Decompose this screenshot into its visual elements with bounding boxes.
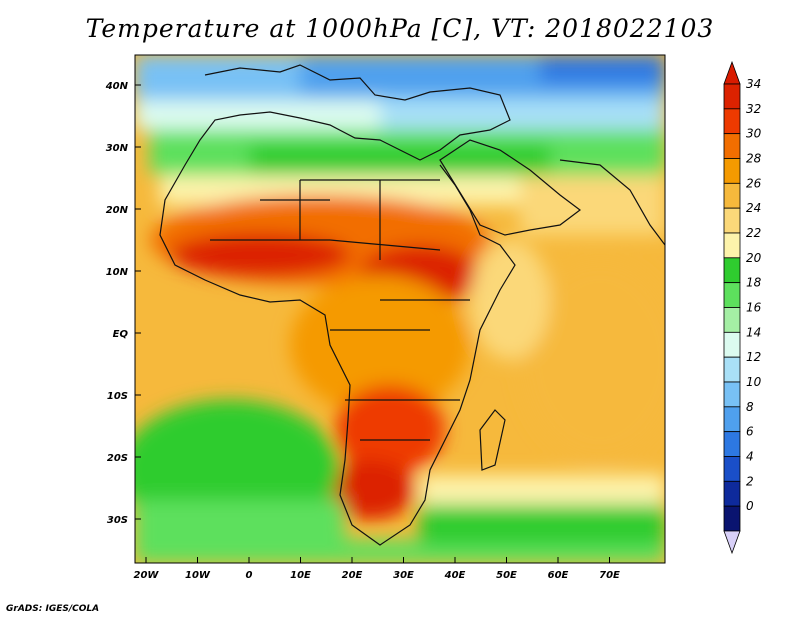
lat-tick-label: 20S xyxy=(107,453,128,464)
colorbar-label: 8 xyxy=(746,400,754,414)
lat-tick-label: 40N xyxy=(105,81,129,92)
grads-credit: GrADS: IGES/COLA xyxy=(6,604,100,614)
colorbar-label: 22 xyxy=(746,226,761,240)
colorbar-segment xyxy=(723,431,741,457)
lon-tick-label: 30E xyxy=(393,570,414,581)
lon-tick-label: 10E xyxy=(290,570,311,581)
colorbar-segment xyxy=(723,356,741,383)
colorbar-label: 20 xyxy=(746,251,762,265)
colorbar-segment xyxy=(723,406,741,433)
lat-tick-label: 30S xyxy=(107,515,128,526)
colorbar-label: 18 xyxy=(746,276,762,290)
lon-tick-label: 10W xyxy=(185,570,211,581)
colorbar-segment xyxy=(723,331,741,358)
colorbar-segment xyxy=(723,480,741,507)
lon-tick-label: 60E xyxy=(548,570,569,581)
colorbar-label: 32 xyxy=(746,102,761,116)
colorbar-segment xyxy=(723,232,741,259)
colorbar-segment xyxy=(723,182,741,209)
colorbar-label: 12 xyxy=(746,350,761,364)
colorbar-segment xyxy=(723,108,741,135)
colorbar-segment xyxy=(723,381,741,408)
colorbar-label: 2 xyxy=(746,474,754,488)
map-frame xyxy=(134,54,666,564)
lon-tick-label: 0 xyxy=(246,570,253,581)
temperature-field xyxy=(135,55,665,563)
colorbar-under-triangle xyxy=(723,530,741,555)
colorbar-label: 24 xyxy=(746,201,761,215)
colorbar-segment xyxy=(723,158,741,184)
colorbar-segment xyxy=(723,133,741,159)
map-title: Temperature at 1000hPa [C], VT: 20180221… xyxy=(85,14,715,43)
colorbar-segment xyxy=(723,456,741,482)
colorbar-label: 16 xyxy=(746,301,762,315)
longitude-axis: 20W 10W 0 10E 20E 30E 40E 50E 60E 70E xyxy=(134,557,620,581)
lon-tick-label: 20E xyxy=(342,570,363,581)
lon-tick-label: 20W xyxy=(134,570,160,581)
lat-tick-label: 10S xyxy=(107,391,128,402)
colorbar-label: 14 xyxy=(746,325,761,339)
latitude-axis: 40N 30N 20N 10N EQ 10S 20S 30S xyxy=(105,81,141,526)
colorbar-label: 26 xyxy=(746,176,762,190)
lat-tick-label: 30N xyxy=(106,143,129,154)
colorbar-over-triangle xyxy=(723,60,741,85)
lat-tick-label: 20N xyxy=(106,205,129,216)
lat-tick-label: 10N xyxy=(106,267,129,278)
colorbar-label: 10 xyxy=(746,375,762,389)
colorbar-label: 4 xyxy=(746,450,754,464)
colorbar-label: 6 xyxy=(746,425,754,439)
lon-tick-label: 50E xyxy=(496,570,517,581)
colorbar-label: 30 xyxy=(746,127,762,141)
colorbar-segment xyxy=(723,207,741,234)
coastlines xyxy=(159,64,665,546)
lat-tick-label: EQ xyxy=(113,329,129,340)
lon-tick-label: 70E xyxy=(599,570,620,581)
colorbar-segment xyxy=(723,307,741,333)
colorbar-label: 34 xyxy=(746,77,761,91)
colorbar-label: 0 xyxy=(746,499,754,513)
lon-tick-label: 40E xyxy=(444,570,466,581)
colorbar-segment xyxy=(723,505,741,532)
colorbar-segment xyxy=(723,282,741,308)
colorbar-segment xyxy=(723,83,741,110)
colorbar-label: 28 xyxy=(746,152,762,166)
colorbar-segment xyxy=(723,257,741,284)
